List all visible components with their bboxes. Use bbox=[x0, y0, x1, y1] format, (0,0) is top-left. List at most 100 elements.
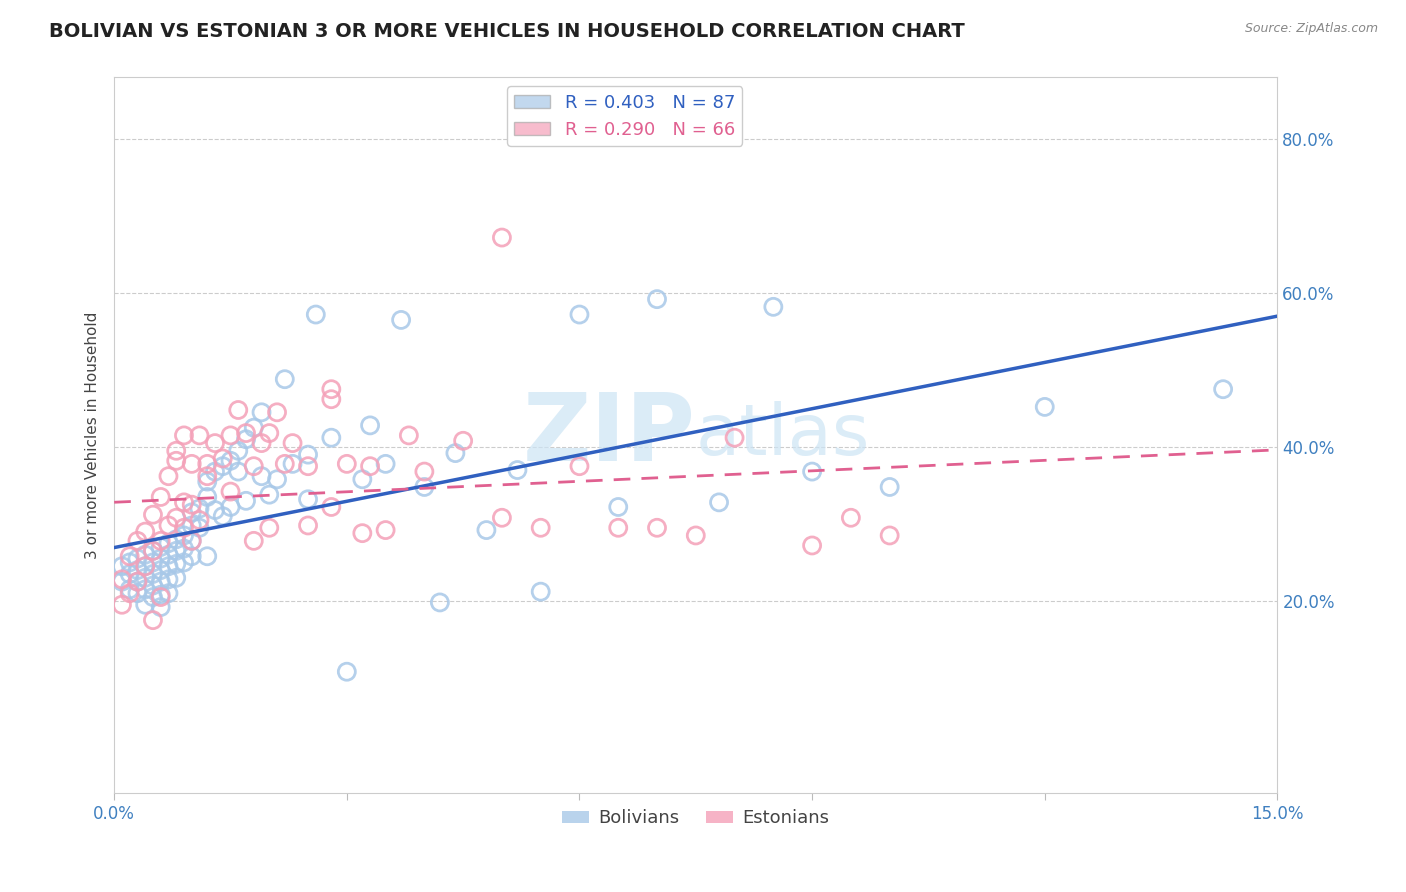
Legend: Bolivians, Estonians: Bolivians, Estonians bbox=[555, 802, 837, 834]
Point bbox=[444, 446, 467, 460]
Point bbox=[297, 492, 319, 507]
Point bbox=[297, 459, 319, 474]
Point bbox=[149, 590, 172, 604]
Point bbox=[134, 571, 156, 585]
Point bbox=[180, 498, 202, 512]
Point bbox=[429, 595, 451, 609]
Point bbox=[242, 420, 264, 434]
Point bbox=[250, 469, 273, 483]
Point bbox=[211, 509, 233, 524]
Point bbox=[235, 493, 257, 508]
Point bbox=[413, 465, 436, 479]
Point bbox=[389, 313, 412, 327]
Point bbox=[266, 405, 288, 419]
Point bbox=[568, 308, 591, 322]
Point bbox=[359, 418, 381, 433]
Point bbox=[142, 544, 165, 558]
Point bbox=[165, 533, 187, 547]
Point bbox=[645, 292, 668, 306]
Point bbox=[374, 457, 396, 471]
Point bbox=[266, 472, 288, 486]
Point bbox=[413, 480, 436, 494]
Point bbox=[297, 518, 319, 533]
Point bbox=[374, 523, 396, 537]
Point bbox=[359, 459, 381, 474]
Point bbox=[762, 300, 785, 314]
Point bbox=[297, 448, 319, 462]
Point bbox=[219, 484, 242, 499]
Text: atlas: atlas bbox=[696, 401, 870, 470]
Point bbox=[259, 488, 281, 502]
Point bbox=[321, 500, 343, 514]
Point bbox=[180, 518, 202, 533]
Point bbox=[188, 513, 211, 527]
Point bbox=[195, 457, 218, 471]
Point bbox=[685, 528, 707, 542]
Point bbox=[111, 598, 134, 612]
Point bbox=[134, 559, 156, 574]
Point bbox=[491, 510, 513, 524]
Point bbox=[165, 443, 187, 458]
Point bbox=[134, 548, 156, 562]
Point bbox=[188, 501, 211, 516]
Point bbox=[142, 566, 165, 581]
Point bbox=[321, 382, 343, 396]
Point bbox=[149, 563, 172, 577]
Point bbox=[211, 451, 233, 466]
Point bbox=[188, 521, 211, 535]
Point bbox=[235, 432, 257, 446]
Point bbox=[142, 590, 165, 604]
Point bbox=[111, 572, 134, 586]
Point bbox=[134, 582, 156, 597]
Point bbox=[195, 549, 218, 564]
Point bbox=[219, 454, 242, 468]
Point bbox=[134, 524, 156, 539]
Point bbox=[157, 536, 180, 550]
Point bbox=[149, 551, 172, 566]
Point bbox=[118, 556, 141, 570]
Point bbox=[281, 457, 304, 471]
Point bbox=[321, 431, 343, 445]
Point bbox=[111, 559, 134, 574]
Point bbox=[204, 465, 226, 479]
Point bbox=[142, 613, 165, 627]
Point bbox=[195, 469, 218, 483]
Point bbox=[707, 495, 730, 509]
Point bbox=[127, 574, 149, 589]
Point bbox=[127, 551, 149, 566]
Point bbox=[801, 465, 824, 479]
Point bbox=[157, 572, 180, 586]
Point bbox=[134, 559, 156, 574]
Point bbox=[165, 571, 187, 585]
Point bbox=[149, 533, 172, 548]
Point bbox=[839, 510, 862, 524]
Point bbox=[305, 308, 328, 322]
Point bbox=[127, 574, 149, 589]
Point bbox=[165, 510, 187, 524]
Point bbox=[142, 544, 165, 558]
Point bbox=[134, 598, 156, 612]
Point bbox=[165, 454, 187, 468]
Point bbox=[173, 428, 195, 442]
Point bbox=[723, 431, 745, 445]
Point bbox=[530, 521, 553, 535]
Point bbox=[274, 457, 297, 471]
Point bbox=[235, 426, 257, 441]
Point bbox=[180, 533, 202, 548]
Point bbox=[157, 586, 180, 600]
Point bbox=[491, 230, 513, 244]
Point bbox=[226, 465, 249, 479]
Point bbox=[149, 490, 172, 504]
Y-axis label: 3 or more Vehicles in Household: 3 or more Vehicles in Household bbox=[86, 311, 100, 559]
Point bbox=[195, 475, 218, 489]
Point bbox=[568, 459, 591, 474]
Point bbox=[1212, 382, 1234, 396]
Point bbox=[530, 584, 553, 599]
Point bbox=[157, 548, 180, 562]
Point bbox=[321, 392, 343, 407]
Point bbox=[149, 600, 172, 615]
Point bbox=[173, 556, 195, 570]
Point bbox=[149, 574, 172, 589]
Point bbox=[118, 582, 141, 597]
Point bbox=[142, 556, 165, 570]
